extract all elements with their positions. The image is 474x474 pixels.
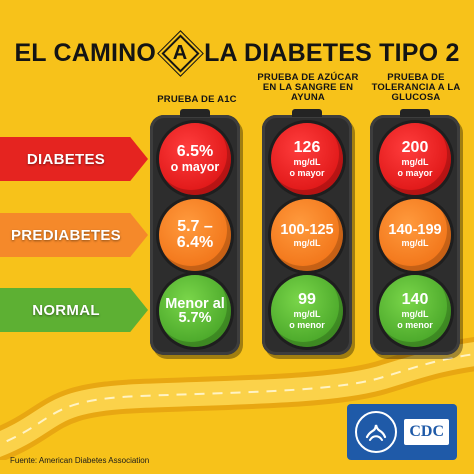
cdc-logo: CDC <box>347 404 457 460</box>
a1c-normal-light: Menor al 5.7% <box>159 275 231 347</box>
traffic-light-tolerance: 200 mg/dL o mayor 140-199 mg/dL 140 mg/d… <box>370 109 460 355</box>
column-header-a1c: PRUEBA DE A1C <box>157 94 237 105</box>
a1c-prediabetes-light: 5.7 – 6.4% <box>159 199 231 271</box>
hhs-seal-icon <box>355 411 397 453</box>
title-part-1: EL CAMINO <box>14 38 157 67</box>
road-sign-letter: A <box>172 41 188 64</box>
page-title: EL CAMINO A LA DIABETES TIPO 2 <box>0 31 474 75</box>
fasting-prediabetes-light: 100-125 mg/dL <box>271 199 343 271</box>
fasting-diabetes-light: 126 mg/dL o mayor <box>271 123 343 195</box>
road-illustration <box>0 336 474 460</box>
title-part-2: LA DIABETES TIPO 2 <box>204 38 460 67</box>
source-note: Fuente: American Diabetes Association <box>10 456 150 465</box>
row-label-diabetes: DIABETES <box>0 137 148 181</box>
cdc-wordmark: CDC <box>404 419 449 445</box>
road-sign-icon: A <box>158 31 202 75</box>
tolerance-prediabetes-light: 140-199 mg/dL <box>379 199 451 271</box>
fasting-normal-light: 99 mg/dL o menor <box>271 275 343 347</box>
tolerance-normal-light: 140 mg/dL o menor <box>379 275 451 347</box>
a1c-diabetes-light: 6.5% o mayor <box>159 123 231 195</box>
row-label-normal: NORMAL <box>0 288 148 332</box>
row-label-prediabetes: PREDIABETES <box>0 213 148 257</box>
column-header-fasting: PRUEBA DE AZÚCAR EN LA SANGRE EN AYUNA <box>257 72 359 103</box>
traffic-light-fasting: 126 mg/dL o mayor 100-125 mg/dL 99 mg/dL… <box>262 109 352 355</box>
tolerance-diabetes-light: 200 mg/dL o mayor <box>379 123 451 195</box>
traffic-light-a1c: 6.5% o mayor 5.7 – 6.4% Menor al 5.7% <box>150 109 240 355</box>
column-header-tolerance: PRUEBA DE TOLERANCIA A LA GLUCOSA <box>371 72 461 103</box>
